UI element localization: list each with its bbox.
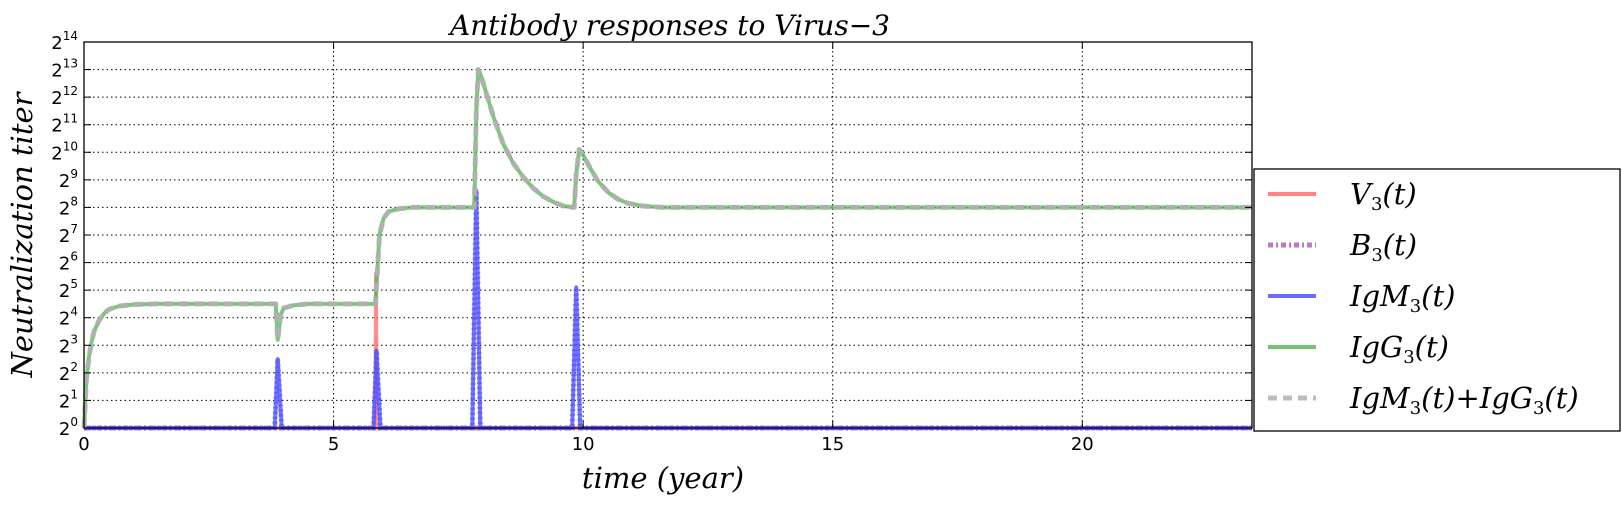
y-tick-label: 25 [59, 277, 78, 302]
legend-label-igm: IgM3(t) [1349, 279, 1455, 317]
y-tick-label: 24 [59, 305, 78, 330]
chart-title: Antibody responses to Virus−3 [447, 9, 890, 42]
series-line-v [84, 271, 1252, 430]
grid [84, 42, 1252, 428]
y-tick-label: 211 [51, 112, 78, 137]
x-tick-label: 15 [821, 434, 844, 455]
x-tick-label: 0 [78, 434, 89, 455]
plot-frame [83, 41, 1253, 429]
series-markers-igm [84, 190, 1252, 431]
x-tick-label: 5 [328, 434, 339, 455]
y-tick-label: 212 [51, 84, 78, 109]
y-tick-label: 26 [59, 250, 78, 275]
y-axis-label: Neutralization titer [5, 90, 39, 378]
x-axis-label: time (year) [582, 461, 744, 495]
y-tick-label: 27 [59, 222, 78, 247]
y-tick-label: 20 [59, 415, 78, 440]
legend-label-igg: IgG3(t) [1349, 330, 1449, 368]
x-tick-label: 20 [1071, 434, 1094, 455]
x-tick-labels: 0 5 10 15 20 [78, 42, 1094, 455]
series-line-sum [81, 67, 1252, 429]
x-tick-label: 10 [572, 434, 595, 455]
series-line-igm [84, 188, 1252, 430]
y-tick-label: 213 [51, 57, 78, 82]
legend-label-sum: IgM3(t)+IgG3(t) [1349, 381, 1579, 419]
series-line-igg [82, 67, 1252, 429]
y-tick-label: 210 [51, 139, 78, 164]
y-tick-label: 28 [59, 194, 78, 219]
legend-label-b: B3(t) [1349, 228, 1417, 266]
y-tick-label: 22 [59, 360, 78, 385]
y-tick-label: 21 [59, 387, 78, 412]
y-tick-label: 29 [59, 167, 78, 192]
y-tick-label: 214 [51, 29, 78, 54]
y-tick-label: 23 [59, 332, 78, 357]
legend: V3(t) B3(t) IgM3(t) IgG3(t) IgM3(t)+IgG3(t) [1253, 168, 1621, 432]
legend-frame [1253, 168, 1621, 432]
legend-label-v: V3(t) [1350, 177, 1417, 215]
series-layer [81, 67, 1252, 431]
